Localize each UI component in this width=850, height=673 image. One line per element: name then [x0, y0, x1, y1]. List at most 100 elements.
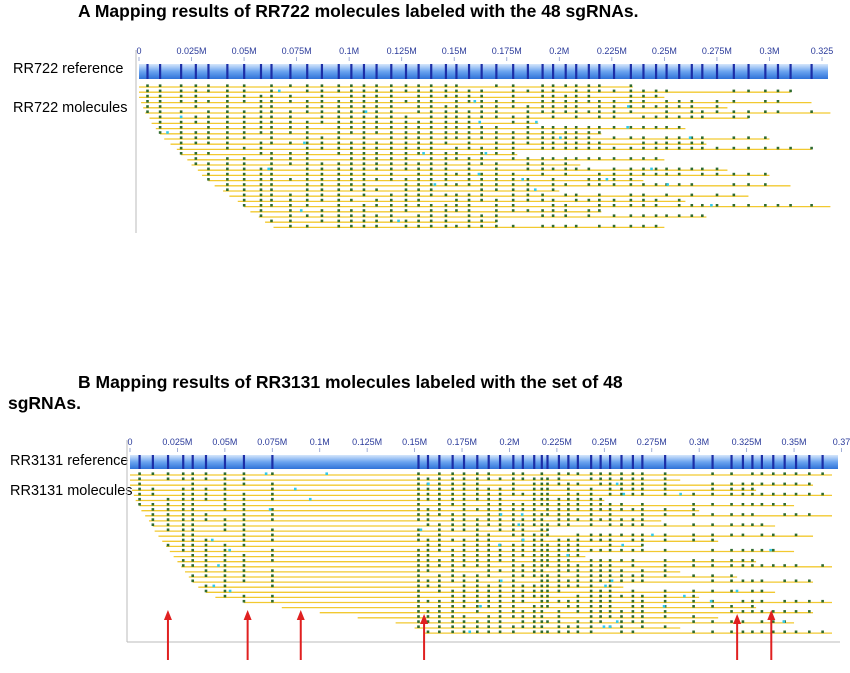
reference-site-mark [194, 64, 197, 79]
label-dot [557, 620, 561, 623]
label-dot [417, 564, 420, 567]
label-dot [146, 110, 149, 113]
label-dot [404, 224, 408, 228]
label-dot [451, 574, 454, 577]
unaligned-dot [264, 472, 268, 475]
label-dot [462, 538, 466, 542]
label-dot [444, 162, 448, 165]
label-dot [751, 487, 754, 491]
label-dot [589, 508, 593, 511]
label-dot [620, 579, 623, 583]
label-dot [589, 513, 593, 516]
label-dot [715, 172, 719, 176]
label-dot [511, 152, 515, 155]
label-dot [599, 538, 602, 542]
label-dot [641, 523, 644, 526]
label-dot [612, 178, 616, 181]
label-dot [589, 487, 593, 491]
label-dot [320, 214, 324, 217]
label-dot [375, 141, 378, 145]
label-dot [760, 503, 764, 506]
unaligned-dot [622, 492, 626, 496]
unaligned-dot [468, 630, 472, 634]
label-dot [521, 533, 525, 537]
label-dot [158, 126, 162, 129]
label-dot [629, 136, 633, 139]
label-dot [181, 503, 185, 506]
label-dot [417, 584, 420, 588]
label-dot [540, 513, 544, 516]
label-dot [564, 141, 568, 145]
unaligned-dot [605, 178, 609, 181]
label-dot [732, 193, 736, 197]
label-dot [631, 548, 635, 552]
label-dot [576, 569, 580, 572]
label-dot [608, 594, 612, 598]
label-dot [207, 167, 210, 171]
label-dot [540, 518, 544, 521]
label-dot [151, 523, 155, 526]
label-dot [599, 477, 602, 481]
label-dot [551, 204, 555, 207]
label-dot [462, 579, 466, 583]
label-dot [498, 589, 502, 593]
label-dot [223, 508, 227, 511]
label-dot [764, 136, 767, 139]
label-dot [690, 141, 694, 145]
label-dot [226, 167, 229, 171]
label-dot [751, 482, 754, 486]
label-dot [476, 482, 479, 486]
label-dot [794, 533, 798, 537]
label-dot [362, 120, 366, 124]
label-dot [642, 89, 645, 93]
label-dot [498, 497, 502, 501]
label-dot [576, 554, 580, 557]
label-dot [389, 172, 393, 176]
unaligned-dot [615, 482, 619, 486]
label-dot [546, 482, 549, 486]
label-dot [223, 574, 227, 577]
reference-site-mark [620, 455, 623, 469]
label-dot [191, 564, 195, 567]
label-dot [451, 620, 454, 623]
label-dot [495, 178, 498, 181]
label-dot [166, 523, 170, 526]
label-dot [146, 94, 149, 98]
label-dot [417, 594, 420, 598]
label-dot [783, 492, 786, 496]
panel-a-map: 0 0.025M 0.05M 0.075M 0.1M 0.125M 0.15M 0.175M 0… [135, 46, 833, 233]
label-dot [546, 543, 549, 547]
label-dot [608, 589, 612, 593]
label-dot [587, 167, 591, 171]
ruler-tick-label: 0.2M [499, 437, 519, 447]
label-dot [191, 492, 195, 496]
label-dot [641, 513, 644, 516]
label-dot [551, 224, 555, 228]
label-dot [389, 131, 393, 134]
label-dot [204, 548, 208, 552]
label-dot [305, 136, 309, 139]
label-dot [487, 503, 490, 506]
label-dot [540, 528, 544, 532]
reference-site-mark [715, 64, 719, 79]
label-dot [665, 105, 668, 108]
ruler-tick-label: 0.25M [592, 437, 617, 447]
label-dot [455, 152, 458, 155]
label-dot [467, 214, 471, 217]
label-dot [476, 523, 479, 526]
label-dot [760, 589, 764, 593]
label-dot [305, 131, 309, 134]
label-dot [362, 224, 366, 228]
label-dot [270, 126, 273, 129]
label-dot [599, 620, 602, 623]
ruler-tick-label: 0.15M [402, 437, 427, 447]
label-dot [181, 564, 185, 567]
label-dot [511, 224, 515, 228]
label-dot [417, 610, 420, 613]
label-dot [521, 615, 525, 618]
label-dot [362, 183, 366, 186]
ruler-tick-label: 0.175M [447, 437, 477, 447]
label-dot [350, 120, 353, 124]
label-dot [730, 487, 733, 491]
label-dot [226, 105, 229, 108]
